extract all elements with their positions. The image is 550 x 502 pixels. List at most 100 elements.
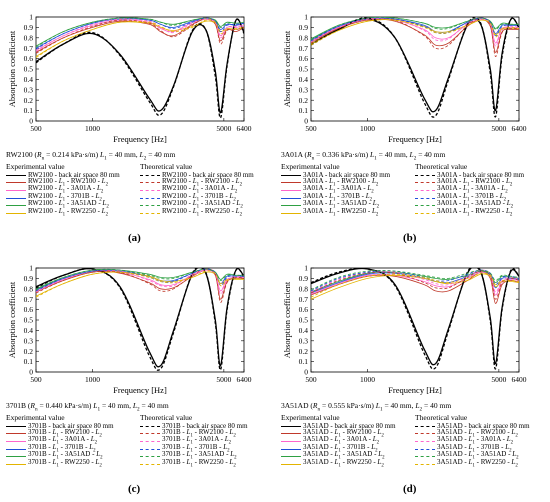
legend-swatch [6, 212, 26, 214]
y-tick-label: 0.2 [299, 347, 309, 356]
legend-label: RW2100 - L1 - 3701B - L2 [162, 191, 236, 203]
series-group [311, 268, 519, 370]
legend-entry: RW2100 - L1 - 3701B - L2 [140, 191, 254, 203]
legend-label: 3A51AD - L1 - 3701B - L2 [437, 442, 512, 454]
plot-svg: 0 0.10.2 0.30.40.5 0.60.7 0.80.91 500 1000 5000… [282, 13, 527, 144]
series-line-theoretical-5 [36, 268, 244, 291]
y-tick-label: 1 [304, 13, 308, 22]
legend-label: 3A01A - L1 - 3A01A - L2 [437, 184, 508, 195]
legend-label: 3701B - L1 - RW2100 - L2 [162, 427, 236, 438]
legend-label: 3A51AD - L1 - 3A01A - L2 [303, 435, 380, 446]
legend-header-theoretical: Theoretical value [140, 162, 193, 171]
chart-panel-3: 0 0.1 0.2 0.3 0.4 0.5 0.6 0.7 0.8 0.9 1 500 1000 5000… [0, 251, 275, 502]
legend-swatch [6, 197, 26, 199]
legend-entry: 3A51AD - L1 - RW2250 - L2 [415, 458, 530, 468]
series-line-theoretical-6 [311, 19, 519, 46]
legend-swatch [415, 205, 435, 207]
legend-swatch [415, 456, 435, 458]
legend-label: RW2100 - L1 - 3A51AD - L2 [162, 199, 243, 210]
panel-caption: 3701B (Rn = 0.440 kPa·s/m) L1 = 40 mm, L… [6, 401, 169, 413]
y-tick-label: 0.4 [299, 326, 309, 335]
legend-header-theoretical: Theoretical value [415, 162, 468, 171]
y-tick-label: 0.7 [299, 295, 309, 304]
series-line-experimental-6 [311, 19, 519, 45]
series-line-theoretical-2 [36, 17, 244, 54]
y-tick-label: 0.6 [299, 54, 309, 63]
legend-entry: 3701B - L1 - RW2100 - L2 [140, 427, 248, 438]
legend-label: 3701B - L1 - 3701B - L2 [28, 442, 96, 454]
legend-entry: RW2100 - L1 - RW2250 - L2 [6, 207, 120, 217]
legend-label: 3A01A - L1 - RW2100 - L2 [437, 176, 513, 187]
legend-swatch [281, 174, 301, 176]
legend-label: 3701B - L1 - RW2100 - L2 [28, 427, 102, 438]
legend-label: 3701B - L1 - 3A51AD - L2 [162, 450, 237, 461]
y-tick-label: 0.4 [24, 75, 34, 84]
legend-label: 3A51AD - L1 - RW2100 - L2 [303, 427, 384, 438]
y-tick-label: 0 [304, 368, 308, 377]
y-tick-label: 0.5 [24, 316, 34, 325]
legend-entry: 3A51AD - L1 - 3A51AD - L2 [281, 450, 396, 461]
x-axis-label: Frequency [Hz] [113, 134, 167, 144]
y-tick-label: 0.8 [299, 284, 309, 293]
series-line-theoretical-5 [311, 17, 519, 41]
y-tick-label: 0.9 [299, 23, 309, 32]
legend-label: 3701B - L1 - RW2250 - L2 [28, 457, 102, 469]
y-tick-label: 0.4 [299, 75, 309, 84]
legend-label: RW2100 - back air space 80 mm [28, 170, 120, 179]
chart-panel-1: 0 0.1 0.2 0.3 0.4 0.5 0.6 0.7 0.8 0.9 1 500 1000 5000… [0, 0, 275, 251]
series-group [36, 268, 244, 371]
legend-label: 3A01A - L1 - 3A51AD - L2 [437, 199, 514, 210]
legend-swatch [140, 425, 160, 427]
legend-entry: RW2100 - back air space 80 mm [140, 171, 254, 180]
legend-entry: 3A01A - L1 - RW2100 - L2 [281, 177, 390, 187]
legend-swatch [415, 448, 435, 450]
legend-entry: 3701B - back air space 80 mm [140, 421, 248, 431]
chart-panel-4: 0 0.1 0.2 0.3 0.4 0.5 0.6 0.7 0.8 0.9 1 500 1000 5000… [275, 251, 550, 502]
x-tick-label: 500 [30, 124, 42, 133]
x-tick-label: 1000 [85, 124, 100, 133]
legend-entry: 3A51AD - L1 - RW2100 - L2 [415, 428, 530, 438]
y-tick-label: 0.7 [24, 44, 34, 53]
y-tick-label: 0.6 [24, 54, 34, 63]
legend-entry: 3A01A - L1 - 3A51AD - L2 [281, 199, 390, 210]
legend-label: 3A01A - L1 - RW2250 - L2 [303, 206, 379, 218]
series-line-theoretical-6 [36, 19, 244, 58]
legend-entry: 3A01A - L1 - RW2250 - L2 [281, 206, 390, 218]
legend-entry: 3A51AD - L1 - 3A01A - L2 [415, 435, 530, 445]
legend-label: 3701B - L1 - 3A51AD - L2 [28, 450, 103, 461]
legend-entry: 3A51AD - L1 - RW2250 - L2 [281, 458, 396, 468]
legend-entry: 3A51AD - L1 - 3701B - L2 [415, 442, 530, 454]
legend-entry: 3701B - L1 - RW2250 - L2 [6, 457, 114, 469]
x-tick-label: 500 [305, 124, 317, 133]
plot-svg: 0 0.10.2 0.30.40.5 0.60.7 0.80.91 500 1000 5000… [282, 264, 527, 395]
y-tick-label: 0.5 [299, 65, 309, 74]
y-tick-label: 0.8 [24, 33, 34, 42]
legend-swatch [415, 190, 435, 192]
y-axis-label: Absorption coefficient [7, 30, 17, 107]
legend-column-experimental: Experimental value 3701B - back air space… [6, 414, 114, 468]
y-tick-label: 0.1 [299, 357, 309, 366]
panel-caption: 3A01A (Rn = 0.336 kPa·s/m) L1 = 40 mm, L… [281, 150, 446, 162]
legend-swatch [415, 425, 435, 427]
legend-swatch [281, 197, 301, 199]
legend-label: RW2100 - L1 - 3A01A - L2 [162, 184, 238, 195]
series-line-theoretical-1 [311, 17, 519, 118]
legend-label: 3701B - back air space 80 mm [162, 421, 248, 430]
x-tick-label: 5000 [491, 375, 506, 384]
x-tick-label: 5000 [216, 375, 231, 384]
x-axis-label: Frequency [Hz] [388, 385, 442, 395]
y-tick-label: 0.1 [24, 357, 34, 366]
series-line-theoretical-2 [36, 268, 244, 303]
legend-label: RW2100 - L1 - RW2250 - L2 [162, 206, 243, 218]
x-tick-label: 6400 [237, 124, 252, 133]
legend-entry: RW2100 - back air space 80 mm [6, 170, 120, 180]
x-tick-label: 6400 [512, 124, 527, 133]
legend-swatch [281, 212, 301, 214]
plot-frame [310, 16, 520, 122]
legend-header-theoretical: Theoretical value [415, 413, 468, 422]
legend-swatch [140, 205, 160, 207]
y-tick-label: 0.2 [299, 96, 309, 105]
legend-column-experimental: Experimental value 3A51AD - back air spac… [281, 414, 396, 468]
y-tick-label: 0.3 [24, 85, 34, 94]
y-tick-label: 0.9 [24, 274, 34, 283]
